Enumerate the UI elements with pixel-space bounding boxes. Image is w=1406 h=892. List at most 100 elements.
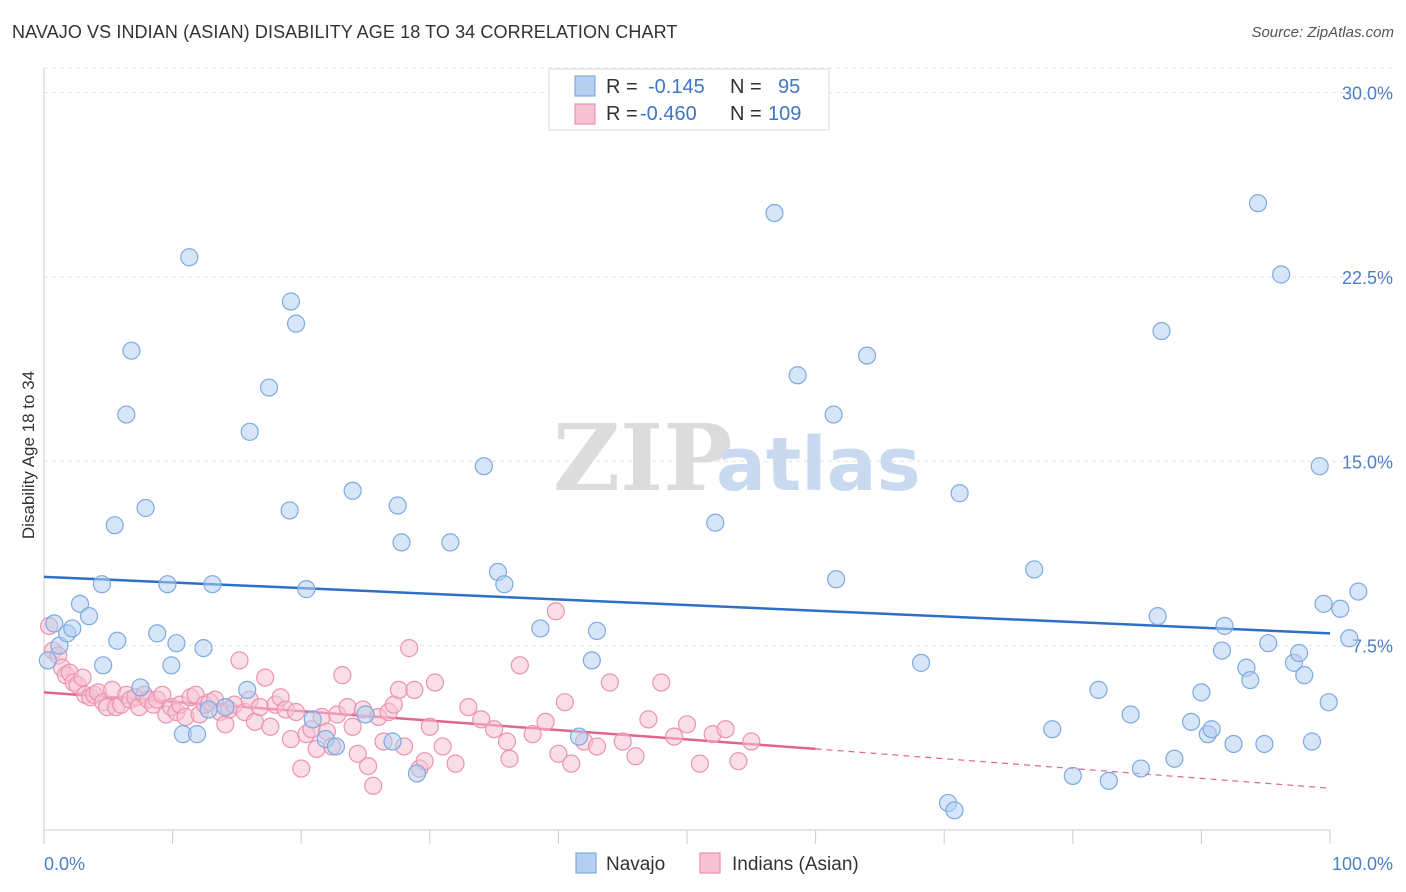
navajo-point xyxy=(203,575,222,594)
bottom-legend-navajo-swatch xyxy=(575,852,597,874)
indian-point xyxy=(261,717,280,736)
watermark-zip: ZIP xyxy=(553,404,732,512)
legend-navajo-r-label: R = xyxy=(606,76,638,98)
navajo-point xyxy=(180,248,199,267)
indian-point xyxy=(510,656,529,675)
indian-point xyxy=(485,720,504,739)
navajo-point xyxy=(117,405,136,424)
navajo-point xyxy=(824,405,843,424)
legend-frame xyxy=(548,68,830,131)
navajo-point xyxy=(827,570,846,589)
navajo-point xyxy=(158,575,177,594)
navajo-point xyxy=(1259,634,1278,653)
watermark-atlas: atlas xyxy=(716,422,921,508)
chart-title: NAVAJO VS INDIAN (ASIAN) DISABILITY AGE … xyxy=(12,22,678,42)
navajo-point xyxy=(343,481,362,500)
navajo-point xyxy=(1349,582,1368,601)
navajo-point xyxy=(286,314,306,333)
navajo-point xyxy=(1192,683,1211,702)
navajo-trend-line xyxy=(43,575,1331,635)
navajo-point xyxy=(105,516,124,535)
navajo-point xyxy=(911,653,931,672)
navajo-point xyxy=(70,594,90,613)
navajo-point xyxy=(63,619,82,638)
indian-point xyxy=(281,729,301,749)
navajo-point xyxy=(1340,629,1359,648)
navajo-point xyxy=(1314,594,1333,613)
indian-point xyxy=(690,754,709,773)
navajo-point xyxy=(326,737,346,756)
navajo-point xyxy=(167,634,186,653)
legend-indian-swatch xyxy=(574,103,596,125)
navajo-point xyxy=(1043,720,1062,739)
navajo-point xyxy=(187,725,207,744)
navajo-point xyxy=(788,366,807,385)
navajo-point xyxy=(441,533,460,552)
navajo-point xyxy=(1331,599,1350,618)
y-tick-label: 22.5% xyxy=(1342,268,1393,288)
indian-point xyxy=(459,697,478,717)
indian-point xyxy=(742,732,761,751)
navajo-point xyxy=(1255,734,1274,754)
navajo-point xyxy=(474,457,493,476)
navajo-point xyxy=(136,498,155,518)
navajo-point xyxy=(297,580,316,599)
navajo-point xyxy=(240,422,259,441)
indian-point xyxy=(333,666,352,685)
indian-point xyxy=(230,651,249,670)
navajo-point xyxy=(280,501,299,520)
x-tick-label-min: 0.0% xyxy=(44,854,85,874)
indian-point xyxy=(433,737,452,756)
indian-point xyxy=(716,720,735,739)
indian-point xyxy=(626,747,645,766)
indian-point xyxy=(389,680,409,699)
indian-point xyxy=(613,732,632,751)
navajo-point xyxy=(1099,771,1118,790)
navajo-point xyxy=(38,651,57,670)
navajo-point xyxy=(945,801,964,820)
navajo-point xyxy=(1272,265,1291,284)
navajo-point xyxy=(857,346,877,365)
indian-point xyxy=(358,756,378,776)
source-label: Source: ZipAtlas.com xyxy=(1251,24,1394,41)
legend-indian-n-label: N = xyxy=(730,103,762,125)
indian-point xyxy=(562,754,581,773)
navajo-point xyxy=(392,533,411,552)
indian-point xyxy=(400,639,419,658)
indian-point xyxy=(405,680,424,699)
indian-point xyxy=(256,668,275,687)
navajo-point xyxy=(1310,457,1329,476)
navajo-point xyxy=(79,607,99,626)
indian-point xyxy=(729,752,748,771)
legend-indian-r-value: -0.460 xyxy=(640,103,697,125)
indian-point xyxy=(587,737,607,756)
navajo-point xyxy=(45,614,64,633)
indian-point xyxy=(555,693,574,712)
grid-lines xyxy=(44,67,1393,647)
navajo-point xyxy=(582,651,601,670)
navajo-point xyxy=(407,764,427,783)
navajo-point xyxy=(1089,680,1108,699)
navajo-point xyxy=(1224,734,1243,754)
indian-point xyxy=(536,712,555,731)
legend-indian-n-value: 109 xyxy=(768,103,801,125)
indian-point xyxy=(652,673,671,692)
indian-point xyxy=(153,685,172,704)
x-ticks xyxy=(43,830,1331,844)
indian-point xyxy=(343,717,362,736)
navajo-point xyxy=(388,496,407,515)
navajo-point xyxy=(1121,705,1140,724)
indian-point xyxy=(286,702,306,722)
navajo-point xyxy=(706,513,725,532)
legend-indian-r-label: R = xyxy=(606,103,638,125)
y-tick-labels: 7.5% 15.0% 22.5% 30.0% xyxy=(1342,84,1393,657)
indian-point xyxy=(546,602,565,621)
bottom-legend-navajo-label: Navajo xyxy=(606,854,665,875)
navajo-point xyxy=(1025,560,1044,579)
navajo-point xyxy=(1295,666,1314,685)
navajo-point xyxy=(1241,670,1260,690)
legend-box: R = -0.145 N = 95 R = -0.460 N = 109 xyxy=(548,68,830,131)
indian-point xyxy=(446,754,465,773)
bottom-legend: Navajo Indians (Asian) xyxy=(575,852,859,875)
